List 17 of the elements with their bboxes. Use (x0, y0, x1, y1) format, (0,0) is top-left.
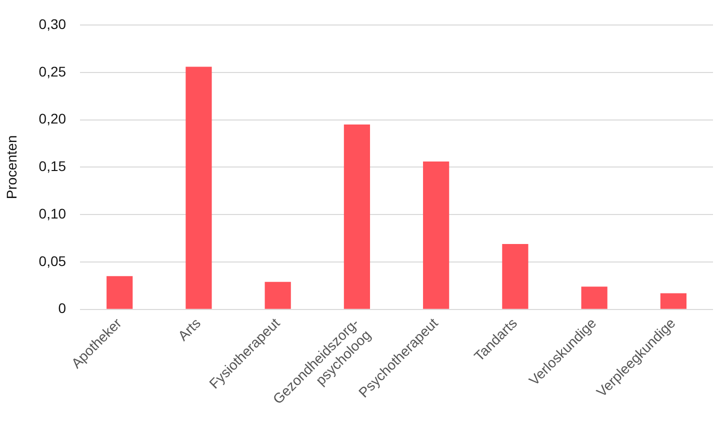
y-axis-title: Procenten (3, 135, 20, 200)
bar (423, 161, 450, 309)
y-tick-label: 0,15 (38, 158, 66, 174)
bar (186, 66, 212, 309)
y-tick-label: 0,20 (38, 110, 66, 127)
y-tick-label: 0,25 (38, 63, 66, 80)
x-tick-label: Arts (174, 314, 204, 344)
y-tick-label: 0,05 (38, 252, 66, 269)
bar (264, 282, 291, 309)
bar (581, 286, 608, 309)
bar (106, 276, 133, 309)
y-tick-label: 0 (58, 300, 66, 316)
bar (660, 293, 686, 309)
y-tick-label: 0,30 (38, 16, 66, 32)
bar (344, 124, 370, 309)
bar (502, 244, 528, 309)
y-tick-label: 0,10 (38, 205, 66, 222)
